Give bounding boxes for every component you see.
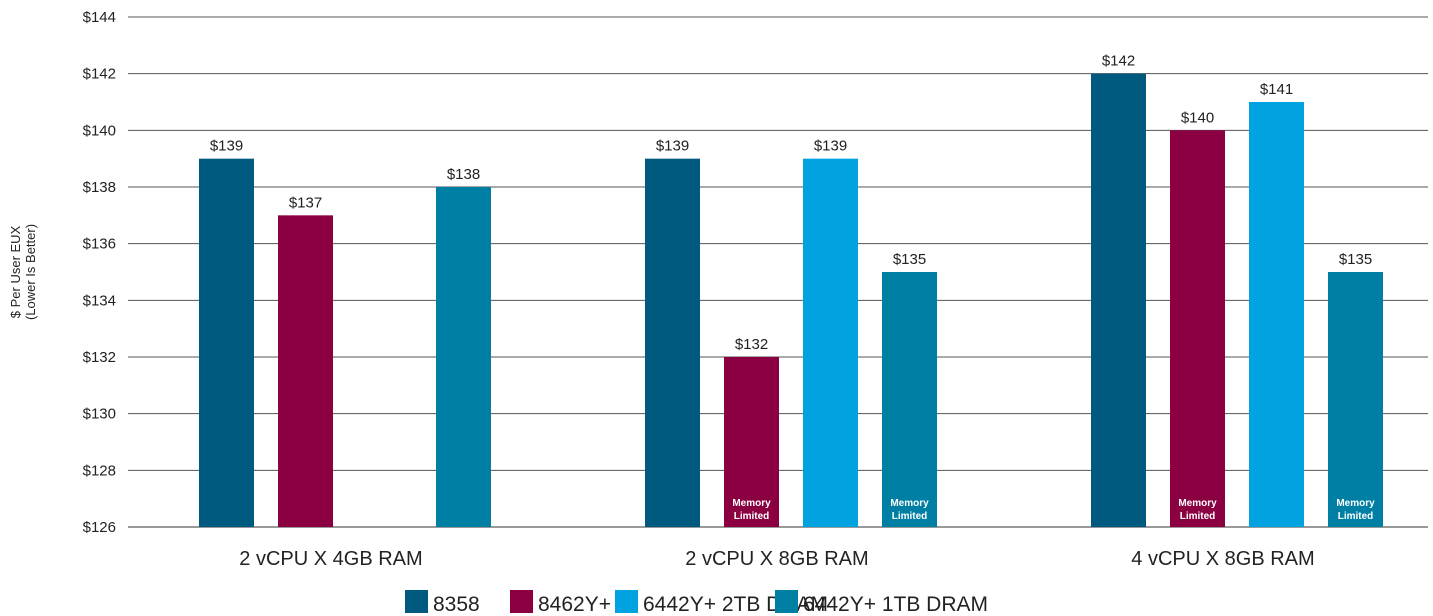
x-category-label: 2 vCPU X 4GB RAM [239, 548, 422, 570]
y-axis-title-line: $ Per User EUX [8, 225, 23, 318]
legend-swatch [615, 590, 638, 613]
bar [1091, 73, 1146, 528]
legend-label: 8358 [433, 593, 480, 616]
bar [1249, 102, 1304, 527]
y-axis-title: $ Per User EUX(Lower Is Better) [8, 224, 38, 320]
y-axis-label: $ Per User EUX(Lower Is Better) [8, 224, 38, 320]
data-label: $141 [1260, 81, 1293, 98]
bar-annotation-line: Memory [890, 498, 929, 509]
bar-annotation: Memory Limited [1178, 498, 1217, 522]
bar [436, 187, 491, 527]
y-tick-label: $132 [83, 349, 116, 366]
y-tick-label: $130 [83, 406, 116, 423]
bar [645, 158, 700, 527]
bar-annotation-line: Limited [892, 511, 928, 522]
data-label: $132 [735, 336, 768, 353]
bar [1328, 272, 1383, 527]
data-label: $137 [289, 194, 322, 211]
y-axis-ticks: $126 $128 $130 $132 $134 $136 $138 $140 $142 $144 [83, 9, 116, 536]
data-label: $135 [1339, 251, 1372, 268]
legend-label: 6442Y+ 1TB DRAM [803, 593, 988, 616]
bar [882, 272, 937, 527]
legend-label: 6442Y+ 2TB DRAM [643, 593, 828, 616]
bar-annotation: Memory Limited [1336, 498, 1375, 522]
bar-annotation: Memory Limited [890, 498, 929, 522]
y-tick-label: $134 [83, 292, 116, 309]
bar-annotation-line: Memory [1178, 498, 1217, 509]
bar-annotation-line: Memory [732, 498, 771, 509]
data-label: $139 [210, 138, 243, 155]
bar [803, 158, 858, 527]
bar [199, 158, 254, 527]
data-label: $139 [656, 138, 689, 155]
data-label: $139 [814, 138, 847, 155]
y-tick-label: $126 [83, 519, 116, 536]
y-tick-label: $142 [83, 66, 116, 83]
y-tick-label: $144 [83, 9, 116, 26]
bar-annotation: Memory Limited [732, 498, 771, 522]
data-label: $142 [1102, 53, 1135, 70]
bar [278, 215, 333, 528]
legend-swatch [510, 590, 533, 613]
bars: $139 $137 $138 $139 $132 Memory Limited $139 $13… [199, 53, 1383, 528]
grid-layer [128, 16, 1428, 528]
legend-label: 8462Y+ [538, 593, 611, 616]
bar [724, 357, 779, 527]
x-category-label: 2 vCPU X 8GB RAM [685, 548, 868, 570]
x-axis-categories: 2 vCPU X 4GB RAM 2 vCPU X 8GB RAM 4 vCPU X… [239, 548, 1314, 570]
y-tick-label: $138 [83, 179, 116, 196]
y-tick-label: $136 [83, 236, 116, 253]
bar-annotation-line: Limited [1180, 511, 1216, 522]
y-axis-title-line: (Lower Is Better) [23, 224, 38, 320]
data-label: $138 [447, 166, 480, 183]
y-tick-label: $128 [83, 462, 116, 479]
bar-annotation-line: Limited [1338, 511, 1374, 522]
y-tick-label: $140 [83, 122, 116, 139]
legend-swatch [775, 590, 798, 613]
bar-annotation-line: Limited [734, 511, 770, 522]
bar-annotation-line: Memory [1336, 498, 1375, 509]
data-label: $140 [1181, 109, 1214, 126]
legend-swatch [405, 590, 428, 613]
data-label: $135 [893, 251, 926, 268]
bar [1170, 130, 1225, 528]
x-category-label: 4 vCPU X 8GB RAM [1131, 548, 1314, 570]
